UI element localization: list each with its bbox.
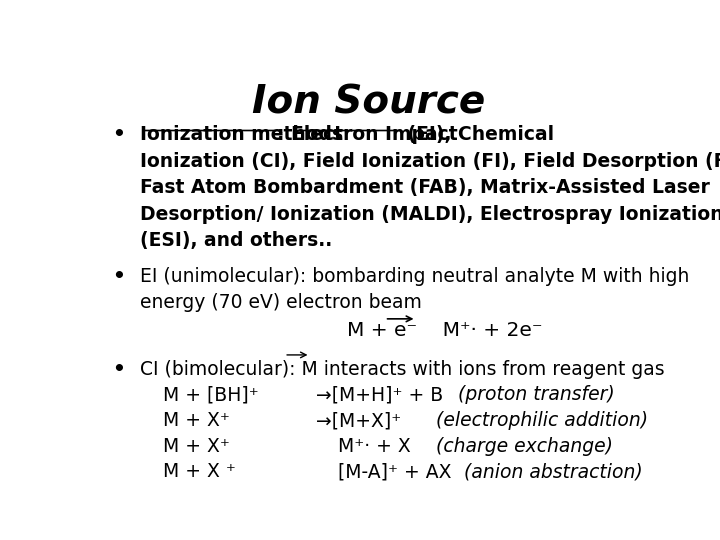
Text: EI (unimolecular): bombarding neutral analyte M with high: EI (unimolecular): bombarding neutral an…	[140, 267, 690, 286]
Text: M⁺· + X: M⁺· + X	[338, 437, 423, 456]
Text: Ionization methods: Ionization methods	[140, 125, 343, 144]
Text: (charge exchange): (charge exchange)	[436, 437, 613, 456]
Text: •: •	[112, 360, 125, 379]
Text: energy (70 eV) electron beam: energy (70 eV) electron beam	[140, 293, 422, 313]
Text: M + X⁺: M + X⁺	[163, 437, 230, 456]
Text: M + [BH]⁺: M + [BH]⁺	[163, 386, 258, 404]
Text: Fast Atom Bombardment (FAB), Matrix-Assisted Laser: Fast Atom Bombardment (FAB), Matrix-Assi…	[140, 178, 710, 197]
Text: Ionization (CI), Field Ionization (FI), Field Desorption (FD),: Ionization (CI), Field Ionization (FI), …	[140, 152, 720, 171]
Text: CI (bimolecular): M interacts with ions from reagent gas: CI (bimolecular): M interacts with ions …	[140, 360, 665, 379]
Text: →[M+X]⁺: →[M+X]⁺	[316, 411, 408, 430]
Text: (anion abstraction): (anion abstraction)	[464, 462, 643, 481]
Text: (EI), Chemical: (EI), Chemical	[401, 125, 554, 144]
Text: (electrophilic addition): (electrophilic addition)	[436, 411, 648, 430]
Text: →[M+H]⁺ + B: →[M+H]⁺ + B	[316, 386, 449, 404]
Text: M + e⁻    M⁺· + 2e⁻: M + e⁻ M⁺· + 2e⁻	[347, 321, 542, 340]
Text: : Electron Impact: : Electron Impact	[277, 125, 457, 144]
Text: Ion Source: Ion Source	[253, 84, 485, 122]
Text: [M-A]⁺ + AX: [M-A]⁺ + AX	[338, 462, 458, 481]
Text: •: •	[112, 125, 125, 144]
Text: (ESI), and others..: (ESI), and others..	[140, 231, 333, 250]
Text: M + X ⁺: M + X ⁺	[163, 462, 235, 481]
Text: Desorption/ Ionization (MALDI), Electrospray Ionization: Desorption/ Ionization (MALDI), Electros…	[140, 205, 720, 224]
Text: (proton transfer): (proton transfer)	[459, 386, 615, 404]
Text: M + X⁺: M + X⁺	[163, 411, 230, 430]
Text: •: •	[112, 267, 125, 286]
